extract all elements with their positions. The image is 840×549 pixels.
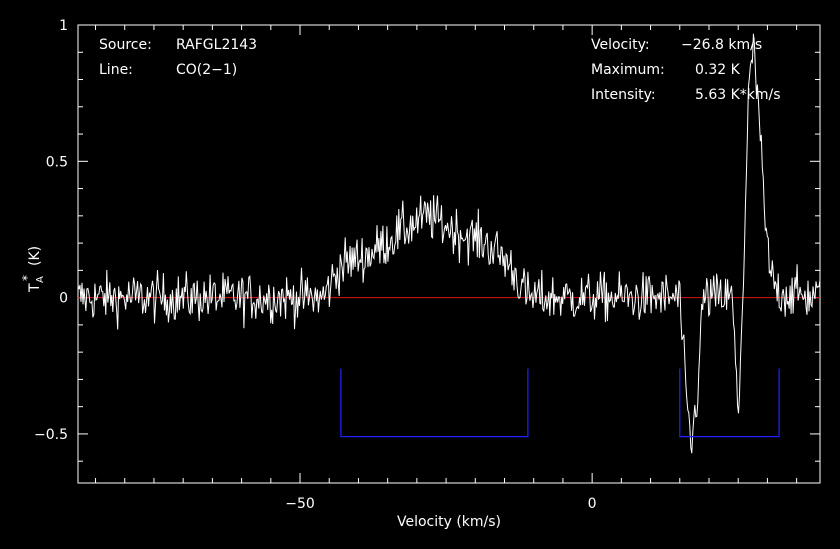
x-axis-label: Velocity (km/s)	[397, 514, 501, 530]
plot-frame	[77, 24, 821, 484]
y-tick-label: 0.5	[46, 154, 68, 170]
velocity-label: Velocity:	[591, 37, 650, 53]
intensity-label: Intensity:	[591, 87, 656, 103]
y-tick-label: 1	[59, 18, 68, 34]
y-axis-label-sub: A	[35, 276, 46, 283]
y-tick-label: 0	[59, 291, 68, 307]
y-axis-label-unit: (K)	[27, 246, 43, 266]
axis-ticks	[78, 24, 820, 483]
baseline-window	[340, 368, 529, 438]
line-value: CO(2−1)	[176, 62, 238, 78]
baseline-windows	[340, 368, 780, 438]
spectrum-line	[77, 33, 821, 454]
x-tick-label: −50	[285, 496, 315, 512]
y-tick-label: −0.5	[34, 427, 68, 443]
x-tick-label: 0	[588, 496, 597, 512]
baseline-window	[679, 368, 780, 438]
y-axis-label-sup: *	[20, 275, 34, 281]
source-label: Source:	[99, 37, 152, 53]
velocity-value: −26.8 km/s	[681, 37, 763, 53]
intensity-value: 5.63 K*km/s	[695, 87, 781, 103]
maximum-label: Maximum:	[591, 62, 665, 78]
y-axis-label-main: T	[27, 283, 43, 293]
axis-tick-labels: −50 0 −0.5 0 0.5 1	[34, 18, 597, 512]
line-label: Line:	[99, 62, 133, 78]
source-value: RAFGL2143	[176, 37, 258, 53]
maximum-value: 0.32 K	[695, 62, 740, 78]
y-axis-label: T A * (K)	[20, 246, 46, 293]
